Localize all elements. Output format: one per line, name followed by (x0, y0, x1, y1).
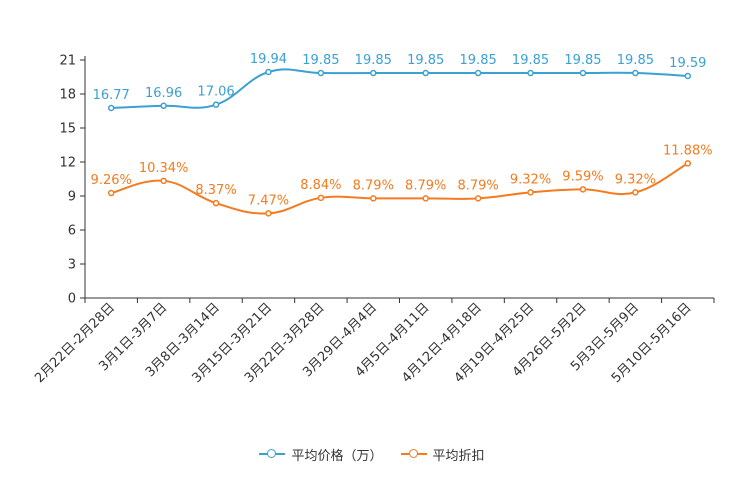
data-label: 10.34% (139, 161, 189, 176)
data-point (684, 72, 692, 80)
data-label: 16.96 (145, 86, 182, 101)
data-point (212, 199, 220, 207)
data-label: 19.85 (617, 53, 654, 68)
legend-item-price[interactable]: 平均价格（万） (259, 445, 383, 464)
data-point (160, 102, 167, 110)
series-line (110, 162, 689, 215)
data-label: 9.59% (562, 169, 603, 184)
data-label: 19.85 (512, 53, 549, 68)
data-label: 8.79% (353, 178, 394, 193)
y-tick-label: 9 (68, 190, 76, 205)
y-tick-label: 18 (59, 88, 76, 103)
data-label: 9.32% (510, 172, 551, 187)
data-point (422, 195, 429, 202)
data-label: 19.85 (407, 53, 444, 68)
data-label: 11.88% (663, 143, 713, 158)
data-label: 19.85 (564, 53, 601, 68)
data-point (632, 69, 639, 77)
data-point (160, 177, 167, 185)
data-label: 19.85 (302, 53, 339, 68)
line-chart: 0 3 6 9 12 15 18 21 2月22日-2月28日3月1日-3月7日3月8日-3月… (32, 52, 715, 386)
data-label: 9.26% (91, 173, 132, 188)
data-point (317, 194, 325, 202)
data-point (579, 69, 587, 77)
data-point (527, 189, 534, 196)
data-point (317, 69, 325, 77)
data-point (107, 189, 115, 197)
data-point (579, 186, 587, 193)
data-point (684, 160, 692, 167)
data-label: 19.94 (250, 52, 287, 67)
data-point (265, 68, 272, 76)
data-point (370, 195, 377, 202)
data-point (107, 104, 115, 112)
legend-price-marker-icon (259, 448, 286, 460)
data-point (474, 195, 482, 202)
data-label: 8.37% (195, 183, 236, 198)
legend-price-label: 平均价格（万） (291, 448, 383, 464)
y-tick-label: 15 (59, 122, 76, 137)
series-layer: 16.77 16.96 17.06 19.94 19.85 19.85 19.85 19.85… (91, 52, 713, 217)
y-tick-label: 12 (59, 156, 76, 171)
data-point (212, 101, 220, 108)
data-label: 17.06 (197, 85, 234, 100)
y-tick-label: 0 (68, 292, 76, 307)
legend-discount-label: 平均折扣 (432, 448, 485, 464)
legend-discount-marker-icon (400, 448, 427, 460)
data-label: 8.84% (300, 178, 341, 193)
data-point (527, 69, 534, 77)
series-line (111, 68, 688, 109)
series-0: 16.77 16.96 17.06 19.94 19.85 19.85 19.85 19.85… (93, 52, 706, 112)
x-axis: 2月22日-2月28日3月1日-3月7日3月8日-3月14日3月15日-3月21… (32, 297, 715, 386)
y-tick-label: 6 (68, 224, 76, 239)
y-axis: 0 3 6 9 12 15 18 21 (59, 54, 86, 307)
y-tick-label: 21 (59, 54, 76, 69)
data-label: 9.32% (615, 172, 656, 187)
data-label: 19.85 (460, 53, 497, 68)
data-label: 7.47% (248, 193, 289, 208)
data-point (370, 69, 377, 77)
data-label: 19.59 (669, 56, 706, 71)
data-label: 19.85 (355, 53, 392, 68)
data-point (422, 69, 429, 77)
series-1: 9.26% 10.34% 8.37% 7.47% 8.84% 8.79% 8.79% 8.79… (91, 143, 713, 217)
y-tick-label: 3 (68, 258, 76, 273)
data-label: 8.79% (457, 178, 498, 193)
data-label: 8.79% (405, 178, 446, 193)
legend-item-discount[interactable]: 平均折扣 (400, 445, 485, 464)
legend: 平均价格（万） 平均折扣 (0, 442, 744, 466)
data-point (474, 69, 482, 77)
data-point (632, 189, 639, 196)
data-point (265, 210, 272, 217)
data-label: 16.77 (93, 88, 130, 103)
